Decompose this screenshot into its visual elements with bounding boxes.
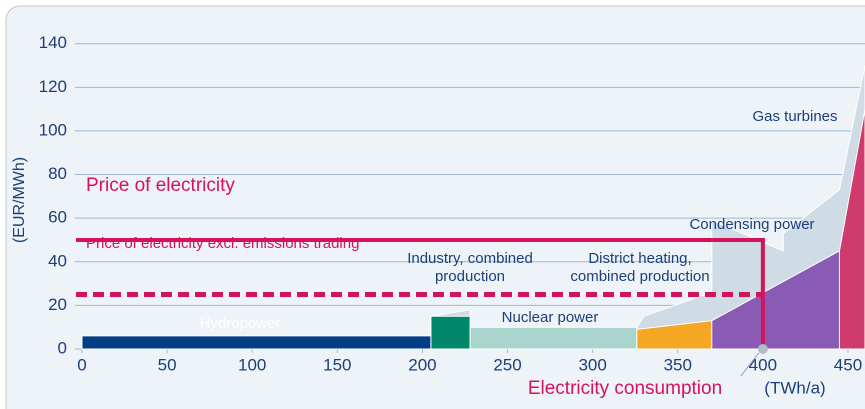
x-tick-label: 450 (834, 355, 862, 374)
y-tick-label: 40 (48, 251, 67, 270)
x-tick-label: 50 (158, 355, 177, 374)
segment-label: production (435, 268, 505, 285)
y-tick-label: 80 (48, 164, 67, 183)
range-area (430, 65, 865, 350)
x-tick-label: 250 (493, 355, 521, 374)
price-label: Price of electricity (86, 175, 235, 196)
x-tick-label: 0 (77, 355, 86, 374)
x-tick-label: 150 (323, 355, 351, 374)
segment-label: Industry, combined (407, 250, 533, 267)
segment (838, 109, 865, 350)
y-tick-label: 140 (39, 33, 67, 52)
x-axis-label: (TWh/a) (764, 378, 825, 397)
panel (5, 5, 865, 409)
segment-label: Nuclear power (502, 309, 599, 326)
consumption-pointer (740, 352, 760, 377)
x-tick-label: 300 (578, 355, 606, 374)
segment-label: combined production (570, 268, 709, 285)
x-tick-label: 200 (408, 355, 436, 374)
segment-label: Condensing power (689, 216, 814, 233)
y-axis-label: (EUR/MWh) (11, 157, 28, 243)
segment (81, 335, 432, 350)
price-excl-label: Price of electricity excl. emissions tra… (86, 235, 359, 252)
segment-label: Gas turbines (752, 108, 837, 125)
y-tick-label: 100 (39, 120, 67, 139)
y-tick-label: 60 (48, 208, 67, 227)
consumption-marker (757, 344, 768, 354)
segment (430, 315, 471, 350)
x-tick-label: 400 (749, 355, 777, 374)
y-tick-label: 0 (58, 338, 67, 357)
segment-label: District heating, (588, 250, 691, 267)
segment-label: Hydropower (200, 315, 281, 332)
segment (469, 326, 638, 350)
y-tick-label: 120 (39, 77, 67, 96)
x-tick-label: 350 (664, 355, 692, 374)
y-tick-label: 20 (48, 295, 67, 314)
consumption-label: Electricity consumption (528, 378, 722, 399)
x-tick-label: 100 (238, 355, 266, 374)
